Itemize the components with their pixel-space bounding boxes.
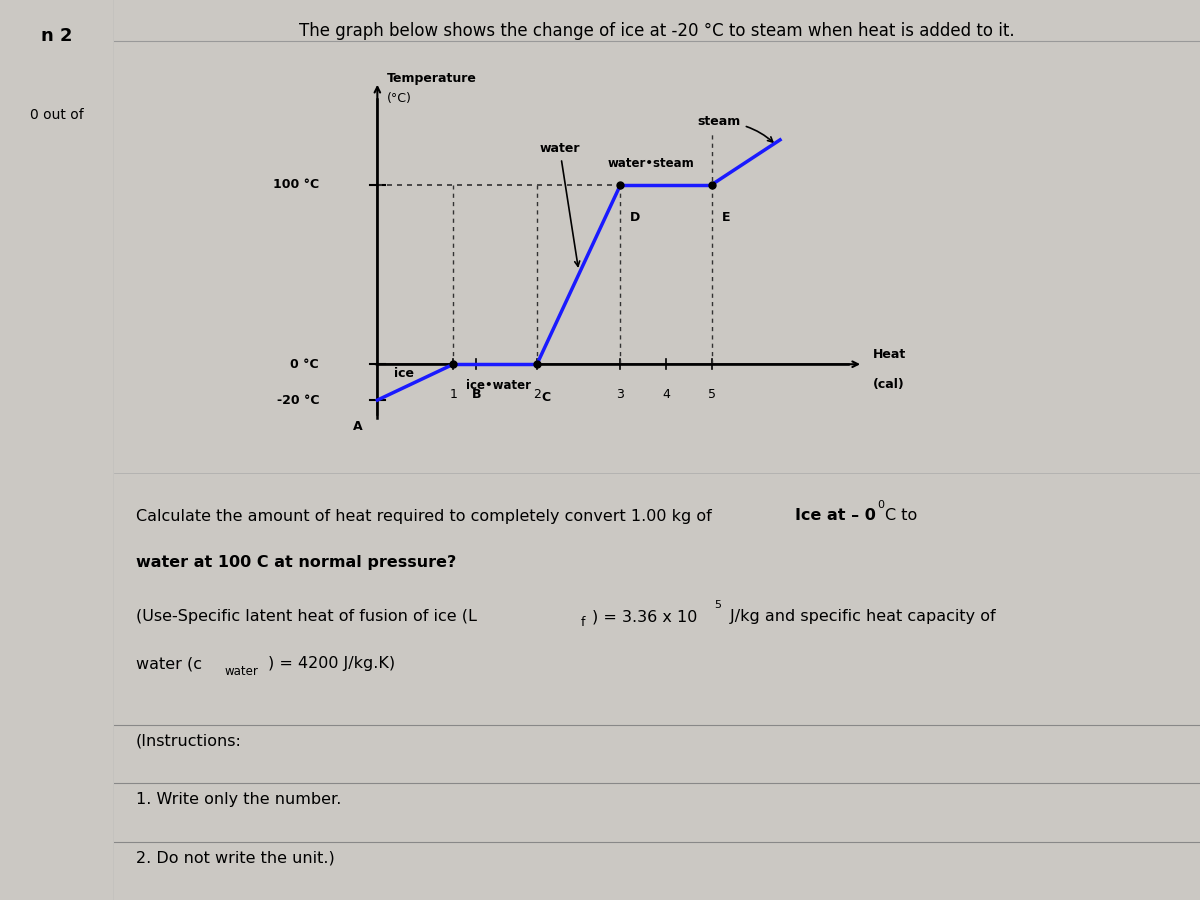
Text: 1: 1 xyxy=(449,388,457,400)
Text: ice•water: ice•water xyxy=(467,379,532,392)
Text: ) = 4200 J/kg.K): ) = 4200 J/kg.K) xyxy=(269,656,395,671)
Text: Heat: Heat xyxy=(872,347,906,361)
Text: water (c: water (c xyxy=(136,656,202,671)
Text: 4: 4 xyxy=(662,388,670,400)
Text: 2. Do not write the unit.): 2. Do not write the unit.) xyxy=(136,850,335,866)
Text: ) = 3.36 x 10: ) = 3.36 x 10 xyxy=(592,609,697,625)
Text: B: B xyxy=(472,388,481,400)
Text: J/kg and specific heat capacity of: J/kg and specific heat capacity of xyxy=(726,609,996,625)
Text: 0: 0 xyxy=(877,500,884,509)
Text: water: water xyxy=(224,665,259,678)
Text: (Use-Specific latent heat of fusion of ice (L: (Use-Specific latent heat of fusion of i… xyxy=(136,609,476,625)
Text: A: A xyxy=(353,420,362,433)
Text: n 2: n 2 xyxy=(41,27,73,45)
Text: C to: C to xyxy=(886,508,917,524)
Text: Ice at – 0: Ice at – 0 xyxy=(794,508,876,524)
Text: C: C xyxy=(541,391,551,404)
Text: 3: 3 xyxy=(617,388,624,400)
Text: steam: steam xyxy=(697,115,773,142)
Text: 5: 5 xyxy=(714,600,721,610)
Text: (Instructions:: (Instructions: xyxy=(136,734,241,749)
Text: E: E xyxy=(721,212,730,224)
Text: water: water xyxy=(540,142,580,266)
Text: 2: 2 xyxy=(533,388,541,400)
Text: 1. Write only the number.: 1. Write only the number. xyxy=(136,792,341,807)
Text: 0 °C: 0 °C xyxy=(290,357,319,371)
Text: 100 °C: 100 °C xyxy=(272,178,319,191)
Text: 5: 5 xyxy=(708,388,715,400)
Text: Temperature: Temperature xyxy=(388,72,476,86)
Text: (°C): (°C) xyxy=(388,92,412,105)
Text: The graph below shows the change of ice at -20 °C to steam when heat is added to: The graph below shows the change of ice … xyxy=(299,22,1015,40)
Text: 0 out of: 0 out of xyxy=(30,108,84,122)
Text: f: f xyxy=(581,616,586,629)
Text: Calculate the amount of heat required to completely convert 1.00 kg of: Calculate the amount of heat required to… xyxy=(136,508,716,524)
Text: ice: ice xyxy=(394,367,414,381)
Text: (cal): (cal) xyxy=(872,378,905,391)
Text: -20 °C: -20 °C xyxy=(276,393,319,407)
Text: water•steam: water•steam xyxy=(607,158,695,170)
Text: water at 100 C at normal pressure?: water at 100 C at normal pressure? xyxy=(136,555,456,571)
Text: D: D xyxy=(630,212,641,224)
